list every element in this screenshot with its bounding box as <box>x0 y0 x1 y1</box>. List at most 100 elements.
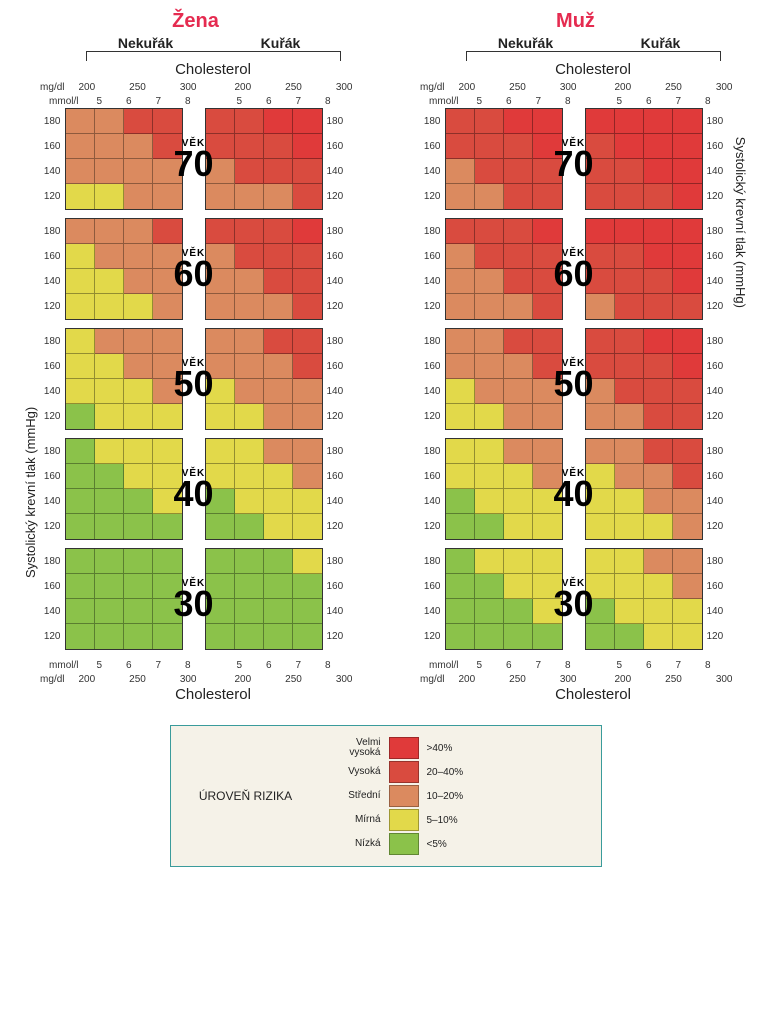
cholesterol-label: Cholesterol <box>446 686 741 703</box>
axis-tick: 140 <box>327 599 353 624</box>
risk-cell <box>673 244 702 269</box>
axis-tick: 140 <box>31 379 61 404</box>
risk-cell <box>533 464 562 489</box>
risk-cell <box>124 219 153 244</box>
axis-tick: 200 <box>235 674 252 685</box>
risk-cell <box>66 159 95 184</box>
risk-cell <box>673 354 702 379</box>
risk-cell <box>615 624 644 649</box>
risk-cell <box>293 599 322 624</box>
axis-tick: 120 <box>31 514 61 539</box>
risk-cell <box>95 574 124 599</box>
risk-cell <box>293 489 322 514</box>
risk-cell <box>673 269 702 294</box>
risk-cell <box>235 159 264 184</box>
axis-tick: 6 <box>114 96 144 107</box>
risk-cell <box>235 514 264 539</box>
risk-cell <box>446 294 475 319</box>
bp-ticks: 180160140120 <box>411 329 445 429</box>
risk-cell <box>293 329 322 354</box>
risk-cell <box>533 439 562 464</box>
risk-cell <box>206 574 235 599</box>
risk-cell <box>95 294 124 319</box>
risk-cell <box>95 439 124 464</box>
axis-tick: 6 <box>254 660 284 671</box>
risk-cell <box>235 269 264 294</box>
risk-cell <box>66 219 95 244</box>
axis-tick: 140 <box>707 489 733 514</box>
risk-cell <box>293 439 322 464</box>
risk-cell <box>206 184 235 209</box>
risk-cell <box>533 404 562 429</box>
risk-cell <box>293 574 322 599</box>
risk-grid <box>585 548 703 650</box>
risk-cell <box>446 244 475 269</box>
risk-cell <box>206 134 235 159</box>
risk-cell <box>264 244 293 269</box>
risk-cell <box>293 244 322 269</box>
axis-tick: 140 <box>411 599 441 624</box>
risk-cell <box>66 244 95 269</box>
axis-tick: 160 <box>707 134 733 159</box>
axis-tick: 7 <box>524 660 554 671</box>
risk-cell <box>124 354 153 379</box>
risk-cell <box>235 404 264 429</box>
axis-tick: 140 <box>411 379 441 404</box>
axis-tick: 7 <box>524 96 554 107</box>
axis-tick: 120 <box>707 294 733 319</box>
risk-cell <box>235 439 264 464</box>
bp-ticks: 180160140120 <box>703 439 733 539</box>
risk-cell <box>673 464 702 489</box>
risk-cell <box>124 599 153 624</box>
axis-tick: 140 <box>411 159 441 184</box>
risk-cell <box>66 464 95 489</box>
risk-cell <box>644 354 673 379</box>
risk-cell <box>446 599 475 624</box>
risk-cell <box>673 294 702 319</box>
unit-label: mg/dl <box>411 82 451 93</box>
risk-cell <box>533 599 562 624</box>
unit-label: mmol/l <box>31 660 85 671</box>
risk-cell <box>235 294 264 319</box>
risk-cell <box>264 294 293 319</box>
risk-cell <box>153 439 182 464</box>
risk-cell <box>293 159 322 184</box>
risk-cell <box>264 464 293 489</box>
risk-grid <box>585 108 703 210</box>
axis-tick: 300 <box>560 82 577 93</box>
risk-cell <box>153 244 182 269</box>
axis-tick: 200 <box>459 82 476 93</box>
risk-cell <box>673 159 702 184</box>
bp-ticks: 180160140120 <box>703 109 733 209</box>
smoker-label: Kuřák <box>601 35 721 51</box>
axis-tick: 180 <box>327 219 353 244</box>
legend-row: Mírná5–10% <box>326 808 586 832</box>
axis-tick: 6 <box>494 96 524 107</box>
legend-swatch <box>389 737 419 759</box>
grid-pair: VĚK70 <box>445 108 703 210</box>
risk-cell <box>475 329 504 354</box>
risk-cell <box>475 244 504 269</box>
risk-cell <box>644 404 673 429</box>
risk-grid <box>65 218 183 320</box>
risk-cell <box>66 549 95 574</box>
axis-tick: 180 <box>327 329 353 354</box>
risk-cell <box>475 269 504 294</box>
axis-tick: 140 <box>411 269 441 294</box>
risk-cell <box>533 269 562 294</box>
legend-row: Velmi vysoká>40% <box>326 736 586 760</box>
risk-cell <box>235 549 264 574</box>
risk-cell <box>95 244 124 269</box>
axis-tick: 8 <box>313 96 343 107</box>
risk-cell <box>446 549 475 574</box>
legend-label: Nízká <box>326 839 381 849</box>
risk-cell <box>533 514 562 539</box>
axis-tick: 8 <box>173 660 203 671</box>
risk-cell <box>475 379 504 404</box>
legend-box: ÚROVEŇ RIZIKA Velmi vysoká>40%Vysoká20–4… <box>170 725 602 867</box>
risk-cell <box>235 354 264 379</box>
gender-title: Žena <box>31 10 361 33</box>
risk-cell <box>124 464 153 489</box>
axis-tick: 5 <box>225 660 255 671</box>
axis-tick: 8 <box>553 96 583 107</box>
